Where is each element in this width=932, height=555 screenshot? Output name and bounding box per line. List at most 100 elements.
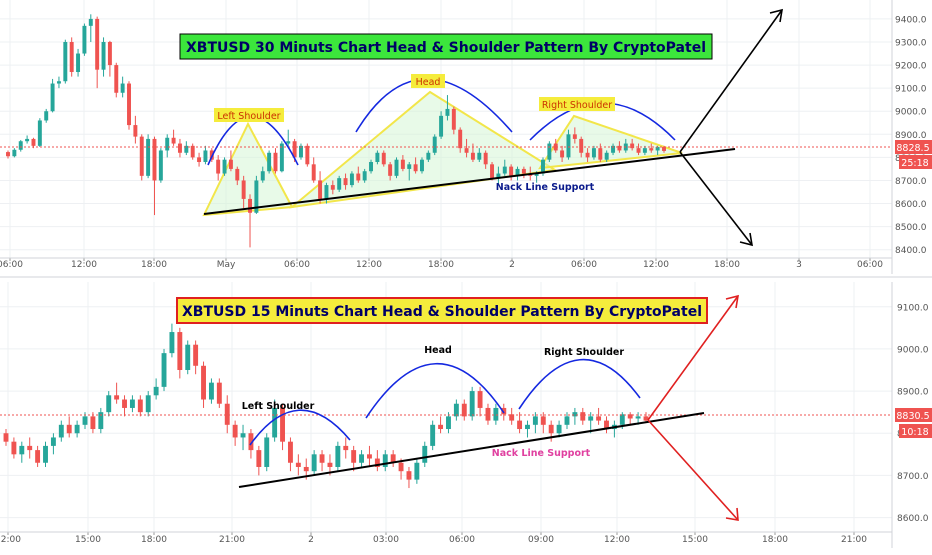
- candle: [532, 412, 538, 434]
- candle: [19, 441, 25, 463]
- candle-body: [145, 395, 151, 413]
- candle-body: [76, 53, 81, 72]
- candle: [190, 143, 195, 160]
- candle: [451, 106, 456, 135]
- y-tick-label: 8700.0: [895, 177, 927, 187]
- candle: [580, 407, 586, 425]
- candle-body: [129, 399, 135, 408]
- candle-body: [287, 441, 293, 463]
- candle-body: [216, 159, 221, 174]
- candle-body: [422, 445, 428, 463]
- candle: [311, 157, 316, 183]
- candle-body: [280, 407, 285, 442]
- countdown-bg: [899, 155, 932, 169]
- up-projection-30m: [679, 9, 783, 153]
- head-label-15m: Head: [424, 345, 452, 356]
- candle: [388, 162, 393, 181]
- candle: [374, 450, 380, 472]
- candle: [31, 137, 36, 149]
- y-tick-label: 8500.0: [895, 223, 927, 233]
- candle: [287, 437, 293, 472]
- candle-body: [161, 353, 167, 387]
- candle-body: [190, 145, 195, 158]
- chart-title-30m: XBTUSD 30 Minuts Chart Head & Shoulder P…: [186, 40, 706, 56]
- candle: [44, 108, 49, 123]
- candle: [216, 378, 222, 408]
- candle-body: [295, 462, 301, 467]
- candle-body: [169, 332, 175, 354]
- candles-15m: [3, 323, 649, 489]
- x-tick-label: 15:00: [75, 535, 101, 545]
- candle: [394, 157, 399, 179]
- candle: [122, 395, 127, 417]
- candle: [305, 143, 310, 167]
- x-tick-label: 12:00: [356, 260, 382, 270]
- candle: [446, 412, 451, 434]
- candle-body: [630, 143, 635, 149]
- candle: [184, 141, 189, 156]
- candle-body: [137, 399, 143, 413]
- neckline-15m[interactable]: [238, 412, 705, 488]
- candle: [349, 171, 354, 188]
- x-tick-label: 09:00: [528, 535, 554, 545]
- candle-body: [319, 454, 325, 463]
- candle: [521, 166, 526, 179]
- candle-body: [351, 450, 357, 463]
- chart-30m[interactable]: XBTUSD 30 Minuts Chart Head & Shoulder P…: [0, 0, 932, 274]
- time-axis-30m[interactable]: 06:00 12:00 18:00 May 06:00 12:00 18:00 2 06:00 1…: [0, 257, 892, 270]
- y-tick-label: 9300.0: [895, 39, 927, 49]
- candle: [133, 115, 138, 144]
- x-tick-label: 06:00: [449, 535, 475, 545]
- candle-body: [445, 108, 450, 116]
- candle-body: [286, 141, 291, 144]
- candle: [27, 437, 33, 459]
- candle: [6, 150, 10, 159]
- y-tick-label: 9200.0: [895, 62, 927, 72]
- candle: [464, 138, 469, 158]
- candle: [596, 407, 602, 425]
- candle-body: [50, 83, 55, 112]
- candle-body: [222, 159, 227, 174]
- time-axis-15m[interactable]: 12:00 15:00 18:00 21:00 2 03:00 06:00 09:00 12:0…: [0, 531, 892, 545]
- candle: [414, 458, 420, 484]
- candle: [248, 194, 252, 248]
- candle-body: [98, 412, 104, 430]
- neckline-30m[interactable]: [203, 148, 736, 215]
- candle: [375, 150, 380, 165]
- candle: [106, 391, 112, 417]
- candle: [311, 450, 317, 476]
- candle-body: [63, 42, 68, 82]
- candle-body: [617, 145, 622, 151]
- x-tick-label: 06:00: [571, 260, 597, 270]
- candle-body: [517, 420, 523, 430]
- chart-15m[interactable]: XBTUSD 15 Minuts Chart Head & Shoulder P…: [0, 282, 932, 548]
- countdown-bg: [899, 424, 932, 438]
- candle-body: [235, 168, 240, 181]
- candle-body: [3, 433, 9, 442]
- candle: [145, 391, 151, 417]
- price-tag-bg: [895, 408, 932, 422]
- candle-body: [6, 152, 10, 157]
- candle-body: [553, 143, 558, 151]
- x-tick-label: 18:00: [714, 260, 740, 270]
- candle-body: [509, 166, 514, 176]
- candle-body: [438, 424, 444, 430]
- candle-body: [560, 150, 565, 158]
- candle: [58, 420, 64, 442]
- x-tick-label: 06:00: [857, 260, 883, 270]
- candle-body: [591, 148, 596, 158]
- title-box-bg-15m: [176, 297, 708, 324]
- candle-body: [260, 171, 265, 181]
- candle: [509, 407, 515, 425]
- candle: [127, 81, 131, 130]
- price-axis-30m[interactable]: 8400.08500.08600.08700.08800.08900.09000…: [891, 0, 927, 274]
- current-price-30m: 8828.5: [896, 143, 929, 154]
- candle: [617, 141, 622, 153]
- candle-body: [193, 344, 199, 366]
- candle-body: [19, 445, 25, 455]
- candle-body: [101, 42, 106, 70]
- candle: [381, 150, 386, 167]
- label-bg: [539, 97, 615, 111]
